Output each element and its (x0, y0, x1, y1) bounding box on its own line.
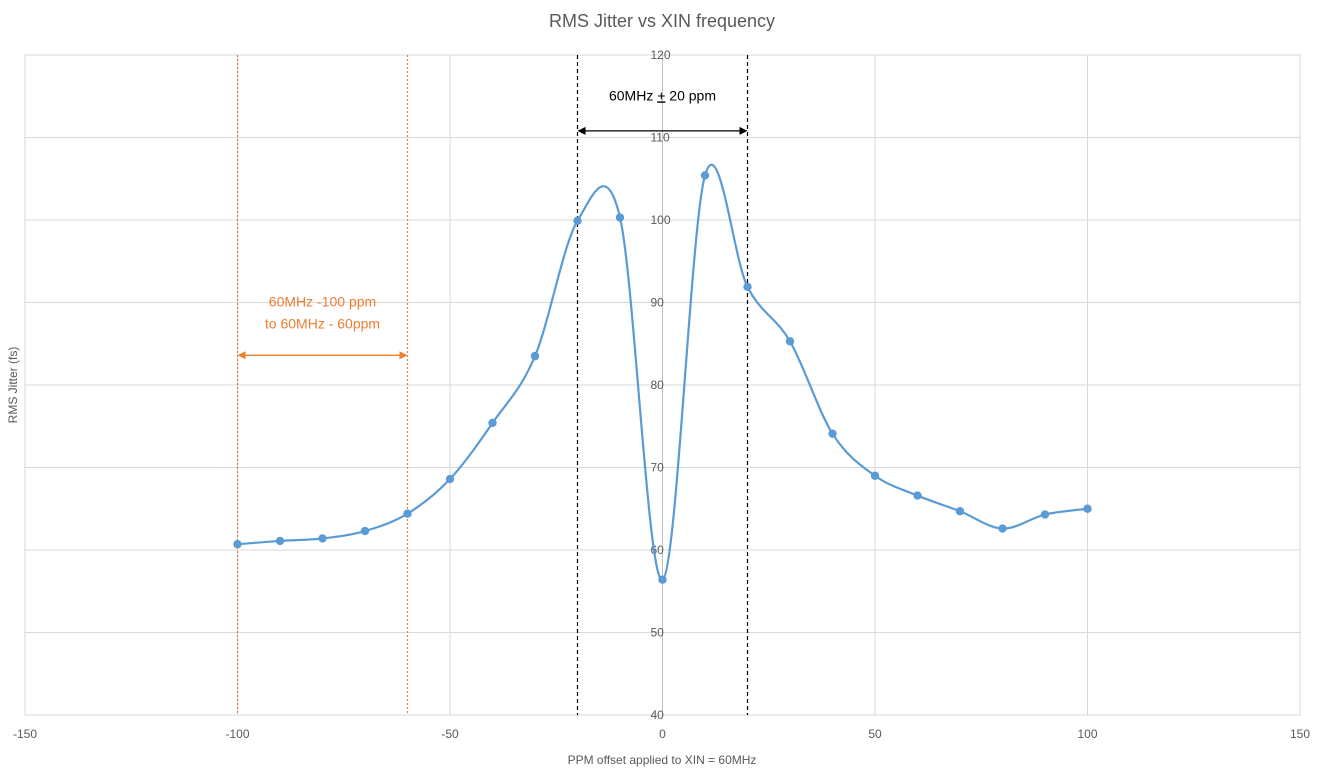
data-point (785, 337, 795, 346)
data-point (743, 282, 752, 292)
data-point (870, 471, 880, 480)
data-point (998, 524, 1007, 533)
annotation-label: 60MHz -100 ppm (269, 294, 376, 310)
x-tick-label: -150 (13, 727, 37, 741)
data-point (913, 491, 922, 500)
annotations: 60MHz + 20 ppm 60MHz -100 ppm to 60MHz - 6… (237, 87, 748, 360)
data-point (530, 351, 540, 361)
y-tick-label: 90 (651, 296, 665, 310)
data-point (488, 418, 497, 428)
x-tick-labels: -150 -100 -50 0 50 100 150 (13, 727, 1310, 741)
y-tick-label: 80 (651, 378, 665, 392)
reference-lines (236, 55, 749, 715)
data-point (828, 429, 837, 438)
annotation-label-part: 60MHz (609, 87, 657, 103)
x-tick-label: -50 (441, 727, 459, 741)
y-tick-label: 100 (651, 213, 671, 227)
series-markers (233, 171, 1092, 584)
annotation-label: to 60MHz - 60ppm (265, 316, 380, 332)
y-tick-label: 110 (651, 131, 670, 145)
data-point (275, 536, 285, 546)
annotation-arrowhead-right (739, 126, 748, 135)
data-point (360, 526, 370, 536)
data-point (1040, 510, 1050, 519)
data-point (318, 534, 327, 543)
data-point (955, 507, 965, 516)
y-tick-label: 50 (651, 626, 665, 640)
data-point (573, 216, 582, 226)
data-point (445, 474, 455, 484)
y-axis-label: RMS Jitter (fs) (6, 347, 20, 424)
annotation-arrowhead-left (577, 126, 586, 135)
y-tick-label: 70 (651, 461, 665, 475)
data-point (233, 540, 242, 549)
annotation-arrowhead-right (399, 351, 408, 360)
data-point (403, 509, 412, 518)
x-tick-label: -100 (225, 727, 249, 741)
x-axis-label: PPM offset applied to XIN = 60MHz (568, 753, 757, 767)
data-point (658, 575, 667, 584)
x-tick-label: 50 (868, 727, 882, 741)
y-tick-label: 120 (651, 48, 671, 62)
data-point (1083, 504, 1092, 513)
annotation-label-part: + (657, 87, 665, 103)
annotation-label-part: 20 ppm (665, 87, 716, 103)
x-tick-label: 150 (1290, 727, 1310, 741)
data-point (700, 171, 710, 180)
y-tick-label: 40 (651, 708, 665, 722)
annotation-label: 60MHz + 20 ppm (609, 87, 716, 103)
data-point (615, 213, 625, 222)
chart-title: RMS Jitter vs XIN frequency (549, 11, 775, 31)
x-tick-label: 0 (659, 727, 666, 741)
x-tick-label: 100 (1077, 727, 1097, 741)
annotation-arrowhead-left (237, 351, 246, 360)
